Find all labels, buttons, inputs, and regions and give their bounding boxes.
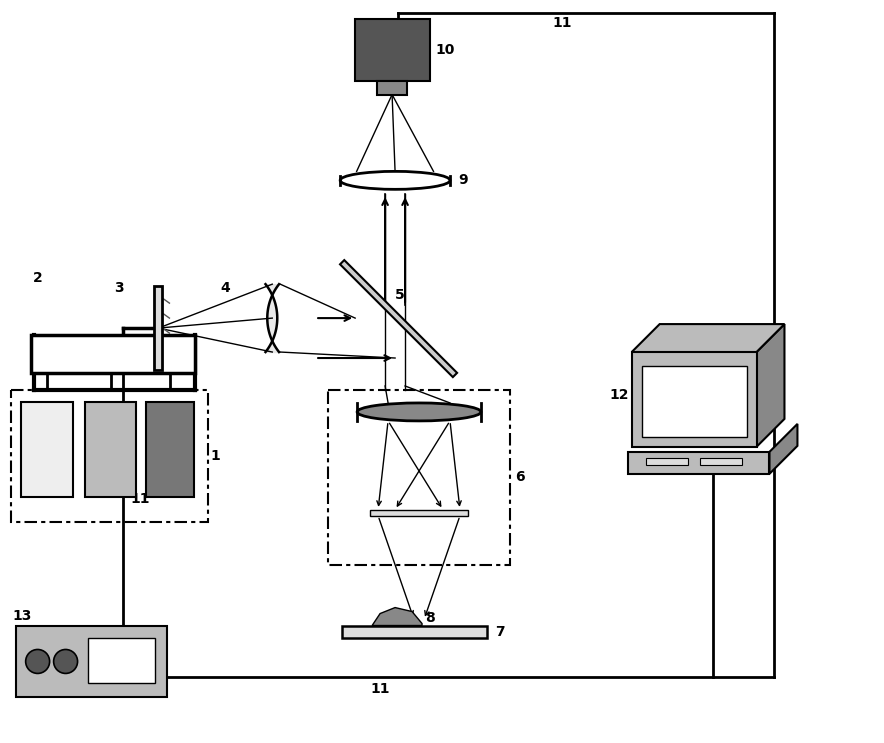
Text: 2: 2 <box>33 271 42 285</box>
Bar <box>632 352 757 447</box>
Bar <box>147 402 194 497</box>
Text: 13: 13 <box>12 609 32 623</box>
Bar <box>699 458 742 465</box>
Polygon shape <box>757 324 784 447</box>
Text: 3: 3 <box>114 281 124 295</box>
Text: 1-1: 1-1 <box>36 444 57 455</box>
Bar <box>628 452 769 474</box>
Bar <box>642 366 746 437</box>
Bar <box>16 626 167 698</box>
Bar <box>377 80 407 94</box>
Bar <box>88 637 156 684</box>
Polygon shape <box>372 608 422 626</box>
Polygon shape <box>155 286 163 370</box>
Text: 8: 8 <box>425 611 435 625</box>
Polygon shape <box>769 424 797 474</box>
Text: 4: 4 <box>220 281 230 295</box>
Bar <box>85 402 136 497</box>
Text: 5: 5 <box>395 288 405 302</box>
Circle shape <box>26 649 50 673</box>
Bar <box>20 402 72 497</box>
Bar <box>342 626 487 637</box>
Text: 1-3: 1-3 <box>160 444 180 455</box>
Circle shape <box>54 649 78 673</box>
Bar <box>31 335 195 373</box>
Bar <box>370 510 468 516</box>
Text: 11: 11 <box>552 16 572 30</box>
Text: 1: 1 <box>210 449 220 463</box>
Text: 1-2: 1-2 <box>101 444 120 455</box>
Text: 11: 11 <box>131 493 150 506</box>
Polygon shape <box>632 324 784 352</box>
Text: 10: 10 <box>435 42 454 56</box>
Text: 9: 9 <box>458 173 468 187</box>
Text: 7: 7 <box>495 625 505 638</box>
Text: 11: 11 <box>370 682 390 696</box>
Text: 6: 6 <box>514 470 524 484</box>
Text: 12: 12 <box>610 388 629 402</box>
Ellipse shape <box>357 403 481 421</box>
Bar <box>355 19 430 80</box>
Bar <box>645 458 688 465</box>
Polygon shape <box>340 260 457 377</box>
